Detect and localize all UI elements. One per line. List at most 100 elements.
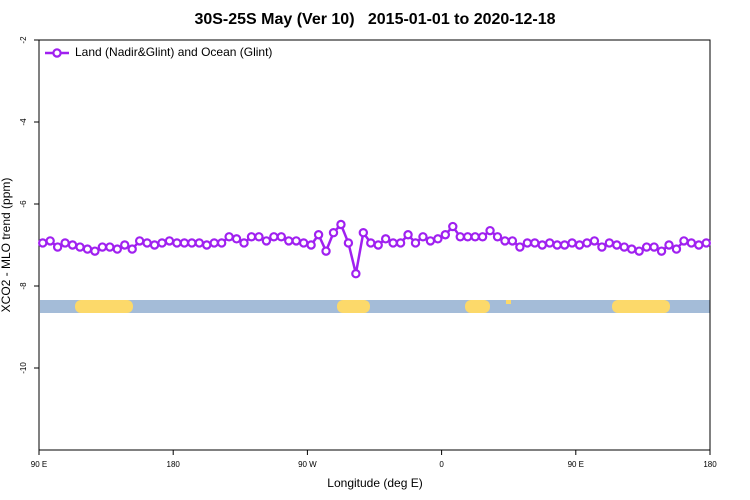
y-tick-label: -2 [19, 36, 28, 44]
data-point [567, 238, 577, 248]
data-point [388, 238, 398, 248]
land-band [612, 300, 670, 313]
data-point [477, 232, 488, 242]
data-point [455, 232, 465, 242]
data-point [612, 240, 622, 250]
data-point [343, 238, 354, 248]
x-tick-label: 90 W [298, 460, 317, 469]
y-tick-label: -10 [19, 362, 28, 374]
data-point [448, 221, 458, 232]
data-point [298, 238, 309, 248]
x-tick-label: 90 E [31, 460, 47, 469]
y-tick-label: -8 [19, 282, 28, 290]
data-point [336, 219, 346, 230]
land-band [75, 300, 133, 313]
land-band [465, 300, 490, 313]
data-point [321, 246, 331, 256]
data-point [306, 240, 316, 250]
data-point [418, 232, 428, 242]
data-point [351, 269, 361, 279]
data-point [559, 240, 570, 250]
data-point [261, 236, 272, 246]
y-axis-label: XCO2 - MLO trend (ppm) [0, 178, 13, 313]
ocean-band [40, 300, 710, 313]
data-point [537, 240, 547, 250]
data-point [75, 242, 85, 252]
data-point [149, 240, 160, 250]
data-point [634, 246, 644, 256]
data-point [701, 238, 711, 248]
data-point [231, 234, 242, 244]
data-point [291, 236, 301, 246]
x-tick-label: 0 [439, 460, 444, 469]
data-point [202, 240, 212, 250]
data-point [187, 238, 197, 248]
data-point [38, 238, 48, 248]
data-point [574, 240, 585, 250]
legend-marker [52, 48, 62, 58]
data-point [254, 232, 264, 242]
data-point [224, 232, 234, 242]
data-point [485, 225, 495, 236]
series-line [42, 222, 707, 274]
data-point [552, 240, 562, 250]
data-point [127, 244, 137, 254]
data-point [366, 238, 376, 248]
data-point [276, 232, 287, 242]
data-point [45, 236, 55, 246]
data-point [313, 230, 324, 240]
data-point [656, 246, 667, 256]
land-band [337, 300, 370, 313]
data-point [433, 234, 443, 244]
legend-label: Land (Nadir&Glint) and Ocean (Glint) [75, 45, 272, 59]
data-point [507, 236, 518, 246]
data-point [403, 230, 413, 240]
data-point [664, 240, 674, 250]
data-point [172, 238, 182, 248]
data-point [82, 244, 93, 254]
data-point [440, 230, 451, 240]
data-point [216, 238, 227, 248]
data-point [694, 240, 704, 250]
y-tick-label: -4 [19, 118, 28, 126]
data-point [105, 242, 115, 252]
data-point [246, 232, 257, 242]
data-point [112, 244, 122, 254]
land-band [506, 300, 511, 304]
data-point [470, 232, 480, 242]
data-point [209, 238, 219, 248]
data-point [589, 236, 600, 246]
data-point [671, 244, 682, 254]
data-point [500, 236, 510, 246]
data-point [380, 234, 391, 244]
data-point [142, 238, 152, 248]
data-point [515, 242, 525, 252]
x-tick-label: 90 E [568, 460, 584, 469]
data-point [284, 236, 294, 246]
data-point [157, 238, 167, 248]
data-point [679, 236, 689, 246]
data-point [425, 236, 436, 246]
data-point [597, 242, 607, 252]
data-point [164, 236, 175, 246]
data-point [641, 242, 652, 252]
data-point [492, 232, 503, 242]
data-point [60, 238, 70, 248]
data-point [239, 238, 249, 248]
data-point [328, 227, 339, 238]
data-point [373, 240, 383, 250]
data-point [545, 238, 555, 248]
data-point [194, 238, 204, 248]
data-point [582, 238, 592, 248]
data-point [134, 236, 145, 246]
data-point [410, 238, 421, 248]
data-point [604, 238, 615, 248]
chart-title: 30S-25S May (Ver 10) 2015-01-01 to 2020-… [194, 11, 555, 28]
data-point [395, 238, 406, 248]
data-point [120, 240, 130, 250]
data-point [462, 232, 473, 242]
x-tick-label: 180 [167, 460, 181, 469]
data-point [90, 246, 100, 256]
data-point [67, 240, 78, 250]
